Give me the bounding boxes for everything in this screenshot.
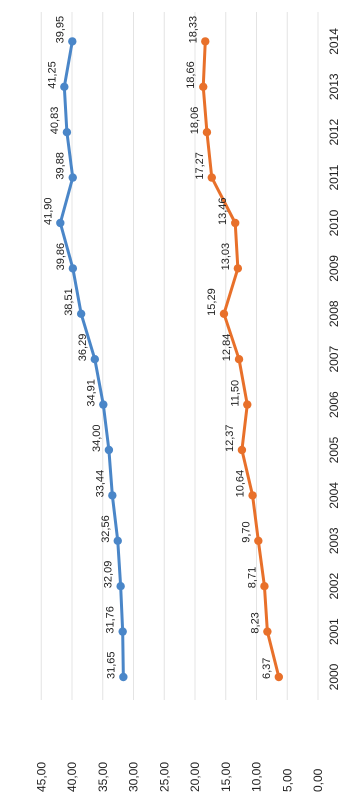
x-tick-label: 2001	[327, 618, 341, 645]
data-point	[90, 355, 100, 364]
y-tick-label: 40,00	[65, 762, 79, 792]
data-point	[199, 82, 208, 92]
data-label: 36,29	[77, 334, 89, 362]
data-label: 31,76	[105, 606, 117, 634]
x-tick-label: 2000	[327, 663, 341, 690]
data-point	[234, 355, 244, 364]
data-point	[202, 128, 212, 137]
data-label: 32,09	[103, 561, 115, 589]
data-label: 31,65	[105, 651, 117, 679]
y-tick-label: 0,00	[311, 768, 325, 792]
x-tick-label: 2004	[327, 482, 341, 509]
data-point	[248, 491, 257, 500]
data-label: 33,44	[94, 470, 106, 498]
x-tick-label: 2007	[327, 346, 341, 373]
series: 31,65 31,76 32,09 32,56 33,44 34,00 34,91 36,29…	[42, 16, 284, 682]
data-label: 8,71	[246, 567, 258, 588]
data-label: 12,37	[224, 424, 236, 452]
y-tick-label: 35,00	[96, 762, 110, 792]
data-label: 39,88	[55, 152, 67, 180]
data-point	[76, 309, 86, 318]
data-point	[113, 536, 122, 545]
data-label: 18,06	[189, 107, 201, 135]
data-point	[99, 400, 108, 409]
x-tick-label: 2009	[327, 255, 341, 282]
data-label: 18,33	[187, 16, 199, 44]
data-point	[68, 264, 78, 273]
x-tick-label: 2014	[327, 28, 341, 55]
data-point	[260, 582, 269, 591]
x-tick-label: 2008	[327, 300, 341, 327]
data-point	[274, 672, 284, 682]
data-point	[104, 445, 114, 455]
data-label: 41,90	[42, 197, 54, 225]
series-1: 31,65 31,76 32,09 32,56 33,44 34,00 34,91 36,29…	[42, 16, 128, 682]
data-label: 15,29	[206, 288, 218, 316]
data-label: 34,91	[85, 379, 97, 407]
y-tick-label: 25,00	[157, 762, 171, 792]
data-point	[119, 672, 128, 682]
data-label: 34,00	[91, 424, 103, 452]
data-label: 10,64	[235, 470, 247, 498]
data-label: 17,27	[194, 152, 206, 180]
data-label: 12,84	[221, 334, 233, 362]
gridlines	[40, 12, 319, 700]
x-tick-label: 2002	[327, 573, 341, 600]
x-tick-label: 2010	[327, 209, 341, 236]
data-label: 41,25	[46, 61, 58, 89]
data-label: 38,51	[63, 288, 75, 316]
y-tick-label: 15,00	[219, 762, 233, 792]
data-point	[219, 309, 229, 318]
data-point	[60, 82, 69, 92]
data-label: 6,37	[261, 658, 273, 679]
y-tick-label: 45,00	[34, 762, 48, 792]
data-point	[108, 491, 117, 500]
data-point	[201, 37, 210, 46]
data-point	[68, 173, 77, 182]
x-tick-label: 2006	[327, 391, 341, 418]
data-label: 39,95	[54, 16, 66, 44]
y-tick-label: 10,00	[250, 762, 264, 792]
x-tick-label: 2012	[327, 119, 341, 146]
series-2: 6,37 8,23 8,71 9,70 10,64 12,37 11,50 12,84 15,2…	[185, 16, 284, 682]
data-label: 13,03	[220, 243, 232, 271]
axes: 0,00 5,00 10,00 15,00 20,00 25,00 30,00 35,00 40…	[34, 28, 341, 792]
y-tick-label: 30,00	[127, 762, 141, 792]
data-point	[243, 400, 252, 409]
data-label: 8,23	[249, 612, 261, 633]
data-point	[231, 218, 240, 228]
data-point	[254, 536, 263, 545]
data-point	[207, 173, 216, 182]
data-point	[68, 37, 77, 46]
data-label: 32,56	[100, 515, 112, 543]
data-point	[116, 582, 125, 591]
data-point	[118, 627, 127, 636]
data-label: 40,83	[49, 107, 61, 135]
x-tick-label: 2011	[327, 164, 341, 190]
data-point	[263, 627, 272, 636]
data-point	[233, 264, 243, 273]
data-point	[56, 218, 65, 228]
data-point	[62, 128, 72, 137]
data-label: 9,70	[240, 521, 252, 542]
data-label: 11,50	[229, 380, 241, 407]
y-tick-label: 5,00	[280, 768, 294, 792]
data-point	[237, 445, 247, 455]
data-label: 18,66	[185, 61, 197, 89]
data-label: 39,86	[55, 243, 67, 271]
x-tick-label: 2013	[327, 73, 341, 100]
data-label: 13,46	[217, 197, 229, 225]
x-tick-label: 2003	[327, 527, 341, 554]
y-tick-label: 20,00	[188, 762, 202, 792]
x-tick-label: 2005	[327, 436, 341, 463]
